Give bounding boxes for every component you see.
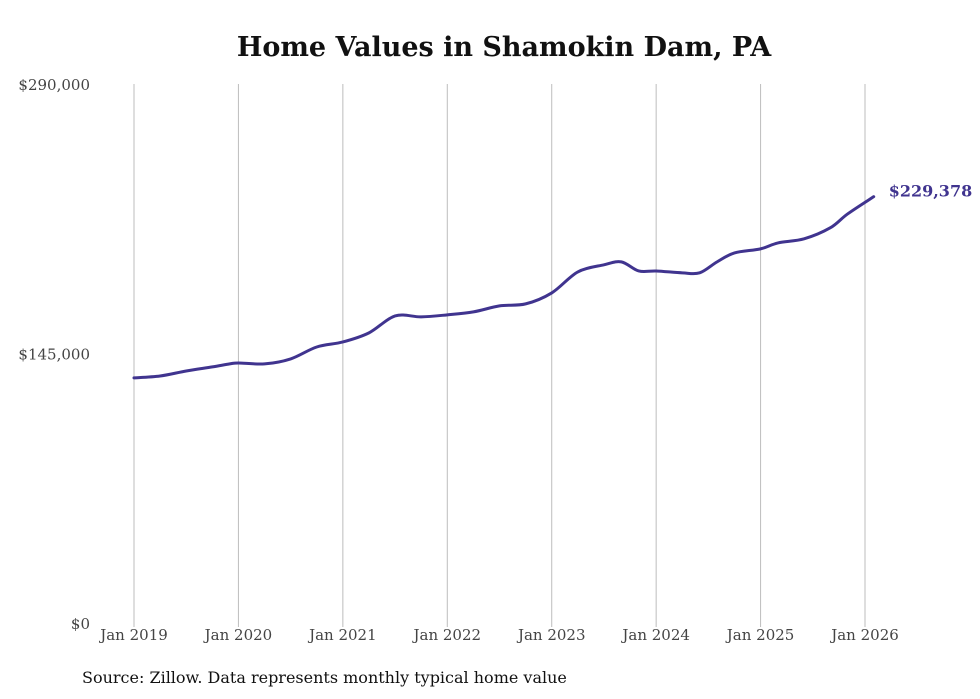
x-tick-label: Jan 2019 bbox=[98, 626, 168, 644]
x-tick-label: Jan 2025 bbox=[725, 626, 795, 644]
x-tick-label: Jan 2026 bbox=[829, 626, 899, 644]
y-tick-label: $290,000 bbox=[18, 76, 90, 94]
x-tick-label: Jan 2022 bbox=[412, 626, 482, 644]
y-tick-label: $0 bbox=[71, 615, 90, 633]
x-tick-label: Jan 2020 bbox=[203, 626, 273, 644]
x-tick-label: Jan 2021 bbox=[307, 626, 377, 644]
x-tick-label: Jan 2024 bbox=[620, 626, 690, 644]
end-value-label: $229,378 bbox=[889, 182, 973, 201]
series-line bbox=[132, 195, 876, 380]
chart-title: Home Values in Shamokin Dam, PA bbox=[236, 32, 772, 63]
y-tick-label: $145,000 bbox=[18, 346, 90, 364]
source-note: Source: Zillow. Data represents monthly … bbox=[82, 668, 567, 687]
x-tick-label: Jan 2023 bbox=[516, 626, 586, 644]
